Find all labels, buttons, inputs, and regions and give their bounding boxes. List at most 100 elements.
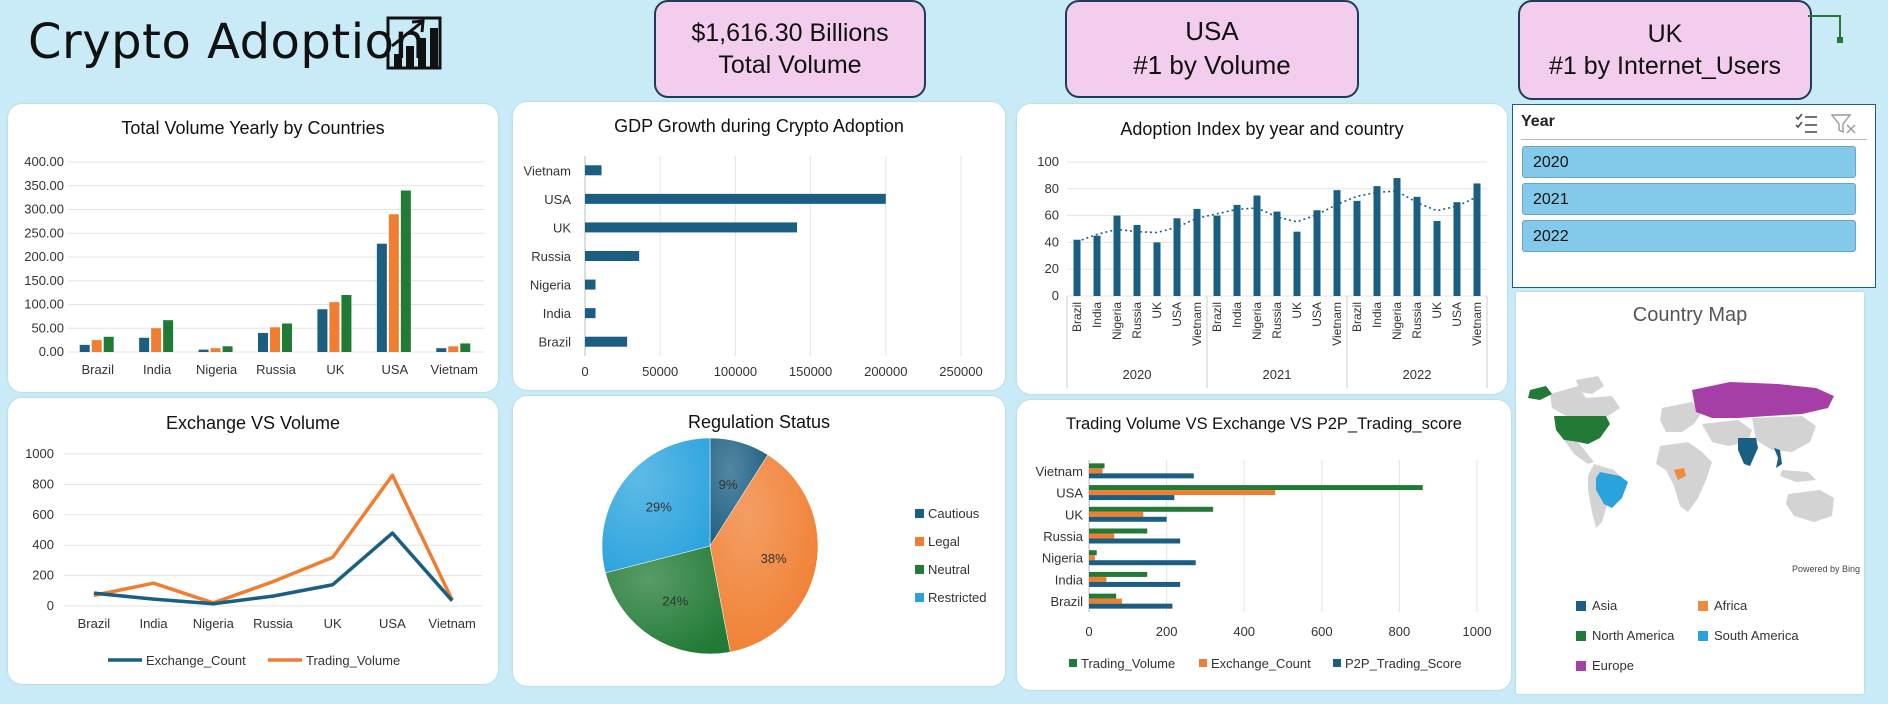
- bar: [1089, 560, 1196, 566]
- y-tick-label: 600: [32, 507, 54, 522]
- x-tick-label: Vietnam: [1330, 302, 1344, 346]
- bar: [258, 333, 268, 352]
- bar: [1089, 550, 1097, 556]
- bar: [585, 193, 886, 204]
- bar: [400, 190, 411, 352]
- chart-title: Adoption Index by year and country: [1120, 119, 1404, 139]
- bar: [436, 348, 447, 352]
- x-tick-label: Brazil: [81, 362, 114, 377]
- y-tick-label: 100: [1037, 154, 1059, 169]
- x-tick-label: 0: [581, 364, 588, 379]
- x-tick-label: Brazil: [1070, 302, 1084, 332]
- bar: [1453, 202, 1461, 296]
- bar: [1373, 186, 1381, 296]
- y-tick-label: Brazil: [538, 335, 571, 350]
- map-title: Country Map: [1632, 304, 1748, 326]
- panel-country-map: Country Map Powered by Bing: [1516, 292, 1864, 694]
- multi-select-icon[interactable]: [1795, 113, 1819, 135]
- bar: [1133, 224, 1141, 296]
- bar: [1089, 571, 1148, 577]
- bar: [585, 222, 798, 233]
- bar: [1333, 190, 1341, 296]
- bar: [1353, 200, 1361, 296]
- x-tick-label: 100000: [714, 364, 757, 379]
- bar: [1093, 235, 1101, 296]
- panel-volume-yearly: Total Volume Yearly by Countries 0.00 50.…: [8, 104, 498, 392]
- slicer-item-2022[interactable]: 2022: [1522, 220, 1856, 252]
- slicer-item-2020[interactable]: 2020: [1522, 146, 1856, 178]
- bar: [1233, 204, 1241, 296]
- bar: [1089, 516, 1167, 522]
- bar: [1089, 576, 1107, 582]
- bar: [91, 340, 102, 352]
- chart-icon: [386, 16, 442, 70]
- y-tick-label: 400: [32, 537, 54, 552]
- bar: [1089, 485, 1423, 491]
- bar: [270, 327, 280, 352]
- x-tick-label: USA: [1170, 302, 1184, 327]
- legend-swatch: [915, 509, 924, 518]
- bar: [1089, 533, 1115, 539]
- x-tick-label: 800: [1389, 624, 1411, 639]
- x-tick-label: UK: [1290, 302, 1304, 319]
- x-tick-label: Nigeria: [1110, 302, 1124, 340]
- x-tick-label: Brazil: [78, 616, 111, 631]
- x-tick-label: Vietnam: [428, 616, 475, 631]
- slicer-item-2021[interactable]: 2021: [1522, 183, 1856, 215]
- bar: [1089, 598, 1122, 604]
- legend-label: Restricted: [928, 590, 987, 605]
- bar: [1153, 242, 1161, 296]
- bar: [585, 308, 596, 319]
- panel-exchange-volume: Exchange VS Volume 0 200 400 600 800 1000 Braz…: [8, 398, 498, 684]
- clear-filter-icon[interactable]: [1831, 113, 1857, 135]
- y-tick-label: 200.00: [24, 249, 64, 264]
- legend-europe: Europe: [1576, 658, 1634, 673]
- x-tick-label: India: [143, 362, 172, 377]
- y-tick-label: USA: [544, 192, 571, 207]
- y-tick-label: 200: [32, 568, 54, 583]
- kpi-label: Total Volume: [718, 51, 862, 79]
- bar: [1089, 468, 1103, 474]
- kpi-value: $1,616.30 Billions: [691, 18, 889, 47]
- kpi-label: #1 by Volume: [1133, 50, 1291, 80]
- bar: [1313, 210, 1321, 296]
- bar: [585, 165, 602, 176]
- x-tick-label: USA: [1450, 302, 1464, 327]
- y-tick-label: UK: [553, 220, 571, 235]
- x-tick-label: 200: [1156, 624, 1178, 639]
- bar: [388, 214, 399, 352]
- y-tick-label: 1000: [25, 446, 54, 461]
- bar: [222, 346, 233, 352]
- y-tick-label: Vietnam: [1036, 464, 1083, 479]
- slice-label: 9%: [719, 477, 738, 492]
- bar: [1089, 603, 1173, 609]
- y-tick-label: India: [543, 306, 572, 321]
- x-tick-label: Nigeria: [1250, 302, 1264, 340]
- bar: [1193, 208, 1201, 296]
- legend-label: P2P_Trading_Score: [1345, 656, 1462, 671]
- selection-handle: [1808, 15, 1843, 43]
- x-tick-label: Russia: [253, 616, 294, 631]
- x-tick-label: UK: [1430, 302, 1444, 319]
- bar: [1089, 463, 1105, 469]
- world-map[interactable]: [1516, 372, 1864, 572]
- y-tick-label: 350.00: [24, 178, 64, 193]
- legend-swatch: [915, 565, 924, 574]
- year-slicer: Year 2020 2021 2022: [1512, 104, 1876, 288]
- series-line: [93, 531, 454, 606]
- bar: [585, 251, 640, 261]
- legend-swatch: [1698, 600, 1708, 611]
- x-tick-label: India: [139, 616, 168, 631]
- y-tick-label: 0.00: [39, 344, 64, 359]
- adoption-index-chart: 0 20 40 60 80 100 Brazil India Nigeria Russia UK US…: [1037, 154, 1488, 388]
- y-tick-label: 150.00: [24, 273, 64, 288]
- bar: [1393, 178, 1401, 296]
- legend-swatch: [1069, 659, 1077, 667]
- x-tick-label: India: [1090, 302, 1104, 328]
- bar: [1413, 196, 1421, 296]
- slice-label: 38%: [761, 551, 787, 566]
- legend-swatch: [915, 537, 924, 546]
- x-tick-label: 1000: [1463, 624, 1492, 639]
- y-tick-label: India: [1055, 572, 1084, 587]
- x-tick-label: Russia: [1410, 302, 1424, 339]
